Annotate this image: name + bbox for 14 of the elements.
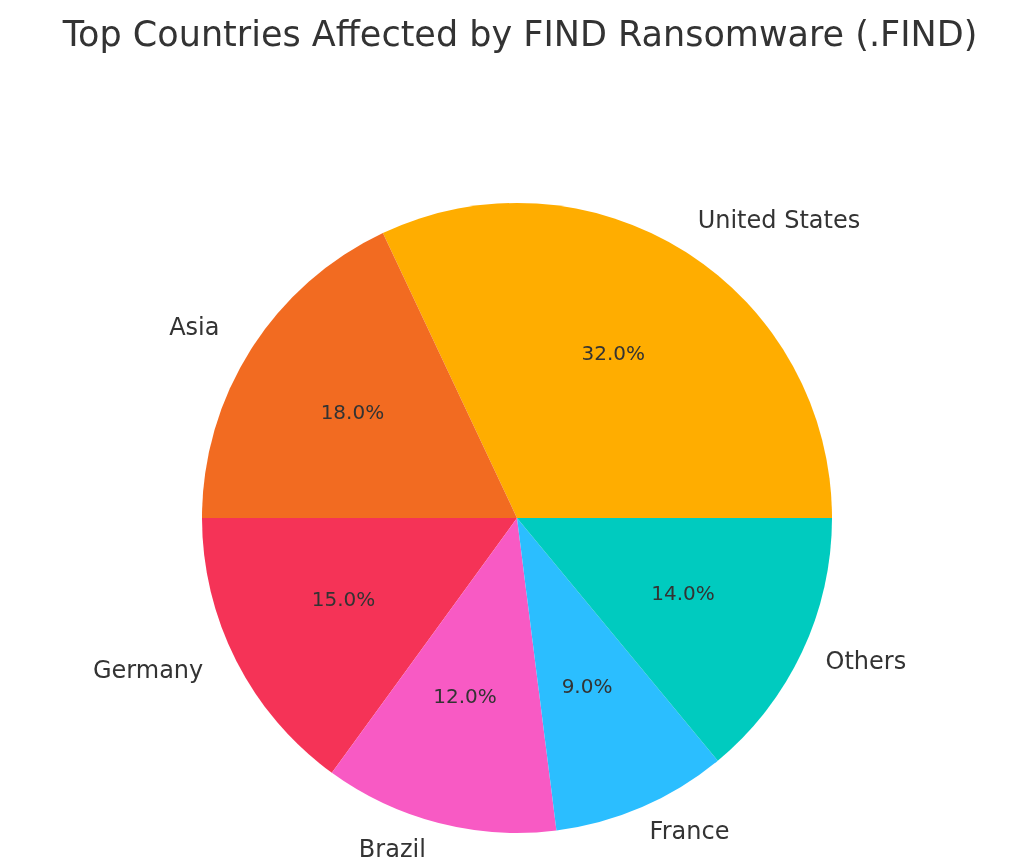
chart-title: Top Countries Affected by FIND Ransomware (.FIND) [61,13,979,56]
slice-label: Others [825,646,907,675]
data-label: 15.0% [311,586,376,611]
slice-label: Germany [92,656,204,685]
pie-slice [202,518,517,773]
slice-label: United States [697,206,861,235]
data-label: 32.0% [581,341,646,366]
data-label: 14.0% [651,581,715,606]
slice-label: Asia [169,313,220,342]
data-label: 18.0% [320,399,385,424]
slice-label: France [649,817,730,845]
data-label: 12.0% [433,684,497,709]
data-label: 9.0% [561,674,613,699]
slice-label: Brazil [358,834,426,863]
